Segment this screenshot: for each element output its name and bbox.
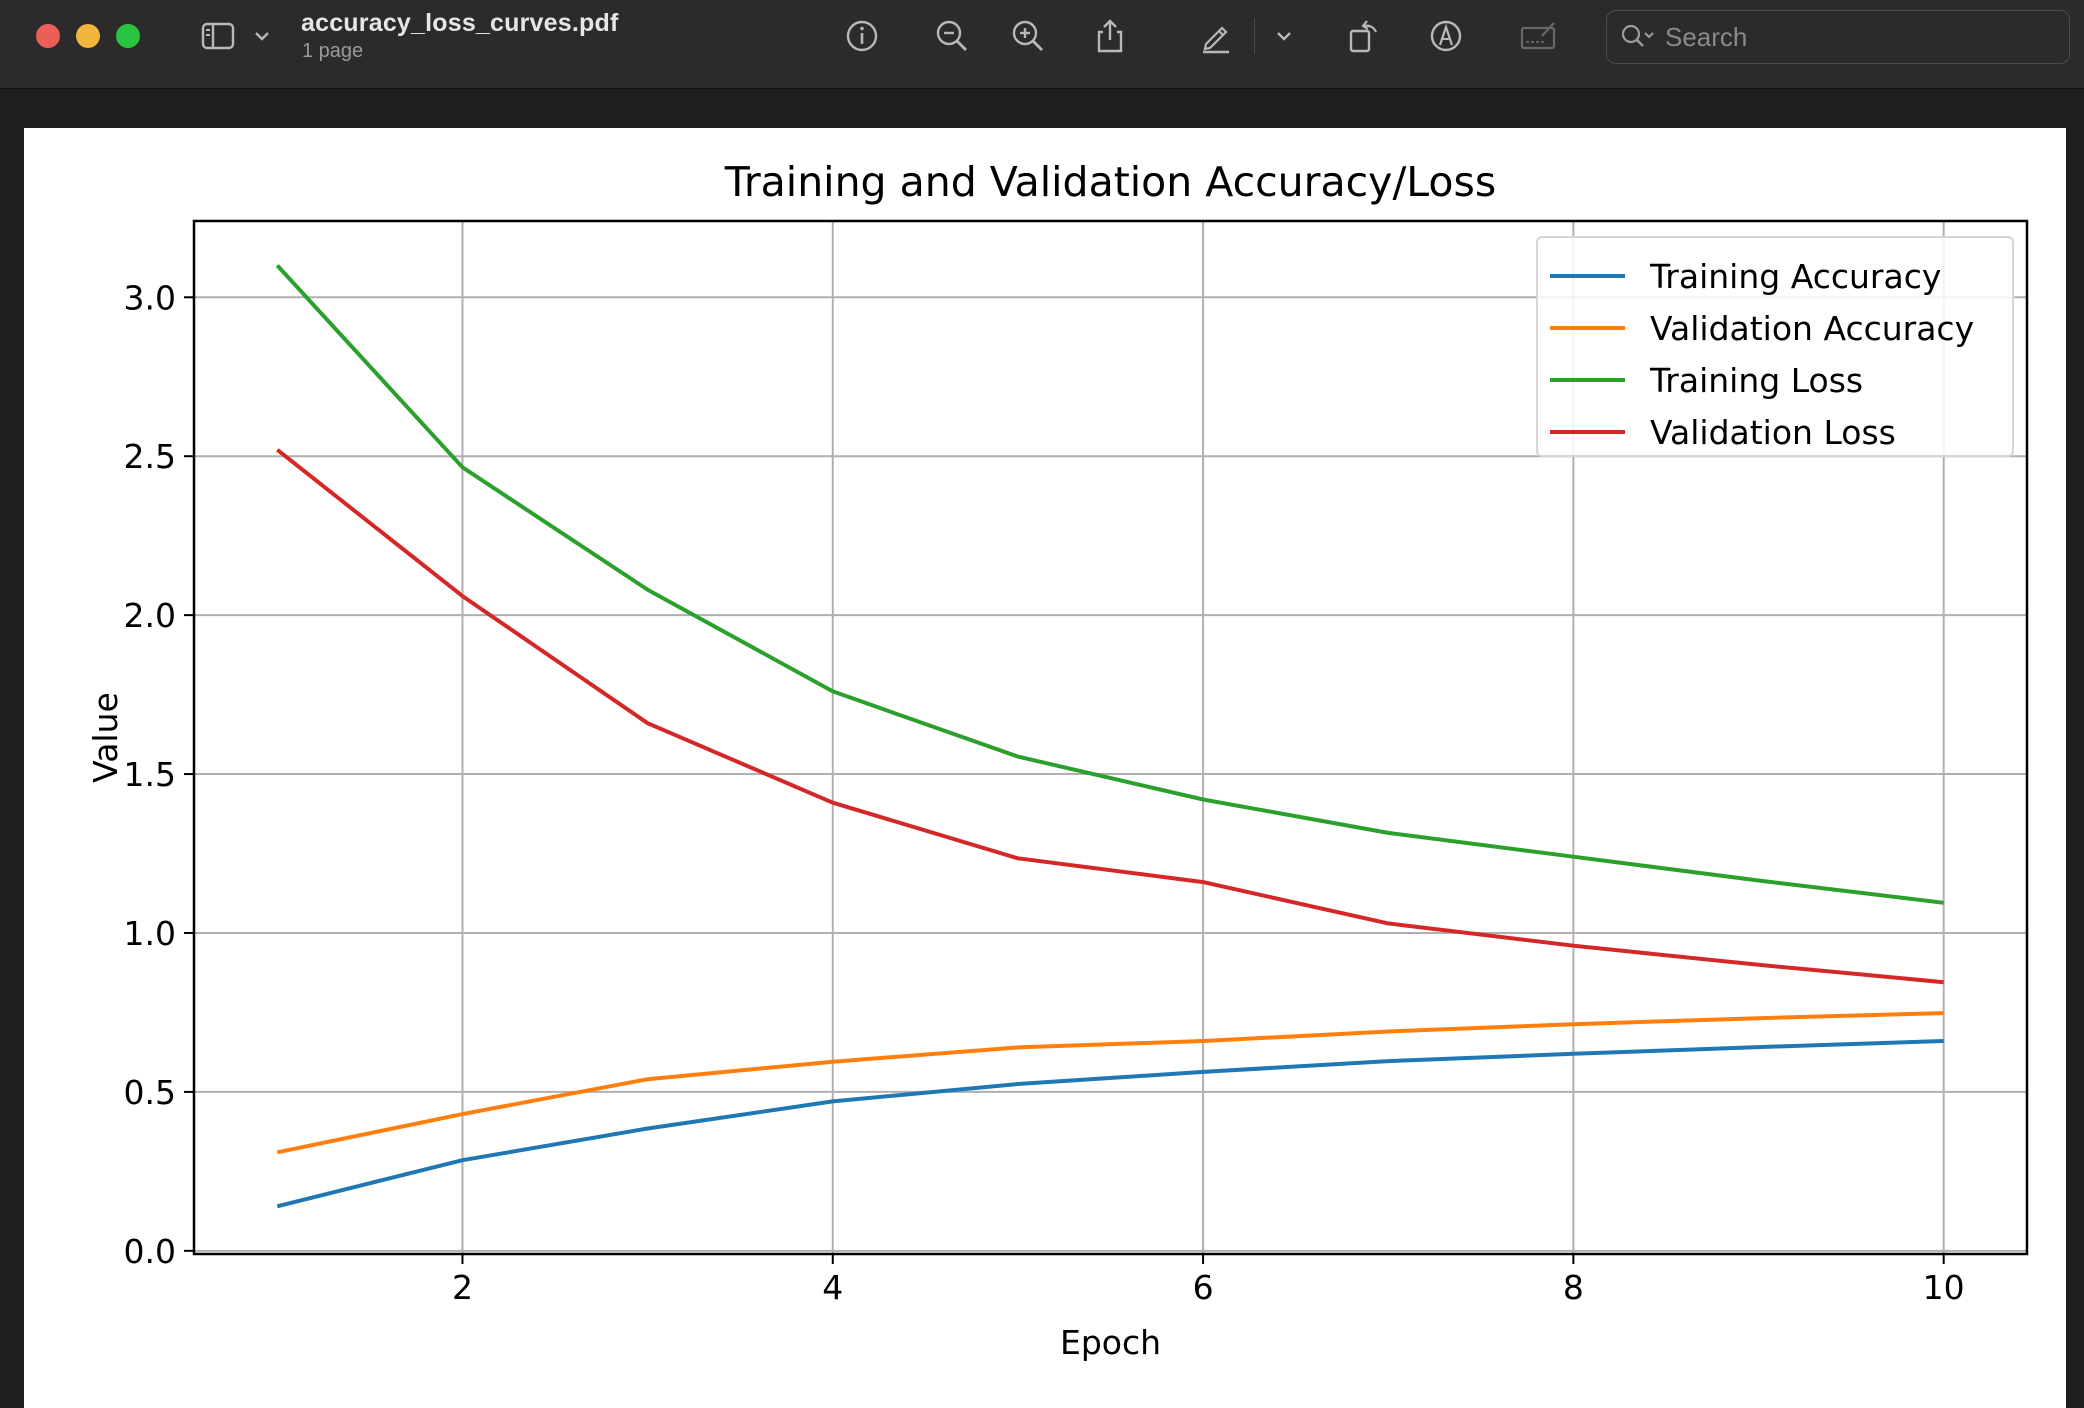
zoom-out-button[interactable]	[930, 14, 974, 58]
info-icon	[844, 18, 880, 54]
markup-pencil-icon	[1198, 18, 1234, 54]
sidebar-toggle-button[interactable]	[196, 14, 240, 58]
document-title: accuracy_loss_curves.pdf	[301, 9, 618, 38]
y-tick-label: 2.0	[124, 596, 176, 635]
window-titlebar: accuracy_loss_curves.pdf 1 page	[0, 0, 2084, 89]
y-axis-label: Value	[86, 692, 125, 783]
y-tick-label: 1.0	[124, 914, 176, 953]
toolbar-divider	[1254, 18, 1255, 54]
markup-button[interactable]	[1194, 14, 1238, 58]
x-tick-label: 6	[1193, 1268, 1214, 1307]
x-tick-label: 10	[1923, 1268, 1965, 1307]
sidebar-icon	[200, 18, 236, 54]
legend-label: Validation Accuracy	[1650, 309, 1974, 348]
training-accuracy-line	[277, 1041, 1943, 1206]
signature-button[interactable]	[1516, 14, 1560, 58]
search-icon	[1619, 22, 1657, 52]
validation-accuracy-line	[277, 1013, 1943, 1152]
rotate-button[interactable]	[1342, 14, 1386, 58]
x-tick-label: 4	[822, 1268, 843, 1307]
annotate-icon	[1428, 18, 1464, 54]
close-window-button[interactable]	[36, 24, 60, 48]
minimize-window-button[interactable]	[76, 24, 100, 48]
chevron-down-icon	[252, 26, 272, 46]
validation-loss-line	[277, 450, 1943, 982]
share-icon	[1092, 18, 1128, 54]
x-axis-label: Epoch	[1060, 1323, 1161, 1362]
x-tick-label: 8	[1563, 1268, 1584, 1307]
x-tick-label: 2	[452, 1268, 473, 1307]
chart-title: Training and Validation Accuracy/Loss	[724, 158, 1496, 206]
search-input[interactable]	[1663, 21, 2047, 54]
chevron-down-icon	[1274, 26, 1294, 46]
y-tick-label: 0.0	[124, 1232, 176, 1271]
rotate-icon	[1346, 18, 1382, 54]
maximize-window-button[interactable]	[116, 24, 140, 48]
y-tick-label: 2.5	[124, 437, 176, 476]
legend: Training Accuracy Validation Accuracy Trai…	[1537, 237, 2013, 456]
chart: 2 4 6 8 10 0.0 0.5 1.0 1.5 2.0 2.5 3.0 Training and…	[24, 128, 2066, 1408]
legend-label: Training Loss	[1649, 361, 1863, 400]
zoom-in-icon	[1010, 18, 1046, 54]
legend-label: Training Accuracy	[1649, 257, 1941, 296]
search-field[interactable]	[1606, 10, 2070, 64]
y-tick-label: 1.5	[124, 755, 176, 794]
signature-icon	[1520, 18, 1556, 54]
view-menu-button[interactable]	[240, 14, 284, 58]
y-tick-label: 0.5	[124, 1073, 176, 1112]
page-count: 1 page	[302, 40, 363, 63]
y-tick-label: 3.0	[124, 278, 176, 317]
annotate-button[interactable]	[1424, 14, 1468, 58]
markup-menu-button[interactable]	[1262, 14, 1306, 58]
info-button[interactable]	[840, 14, 884, 58]
zoom-out-icon	[934, 18, 970, 54]
legend-label: Validation Loss	[1650, 413, 1896, 452]
pdf-page: 2 4 6 8 10 0.0 0.5 1.0 1.5 2.0 2.5 3.0 Training and…	[24, 128, 2066, 1408]
zoom-in-button[interactable]	[1006, 14, 1050, 58]
share-button[interactable]	[1088, 14, 1132, 58]
